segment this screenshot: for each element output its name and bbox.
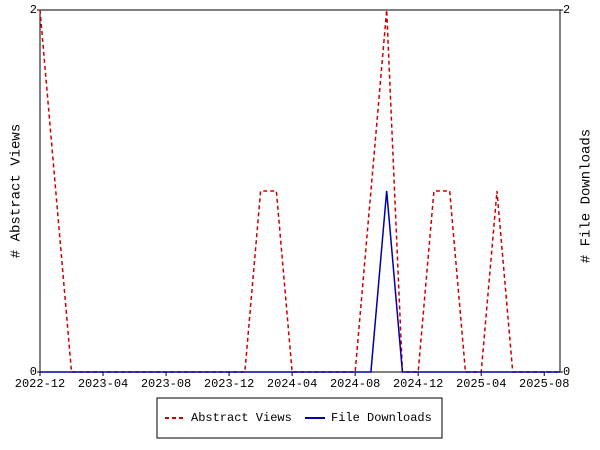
x-tick-label: 2025-08 [519, 377, 569, 391]
legend-box [156, 397, 443, 439]
y-tick-label: 0 [30, 365, 37, 379]
x-tick-label: 2023-12 [204, 377, 254, 391]
y-axis-label: # Abstract Views [9, 124, 25, 258]
y-tick-label: 2 [30, 3, 37, 17]
x-tick-label: 2022-12 [15, 377, 65, 391]
y2-axis-label: # File Downloads [579, 129, 595, 263]
x-tick-label: 2024-08 [330, 377, 380, 391]
x-tick-label: 2024-04 [267, 377, 317, 391]
y2-tick-label: 0 [563, 365, 570, 379]
legend-label: Abstract Views [191, 411, 292, 425]
x-tick-label: 2025-04 [456, 377, 506, 391]
series-line [40, 190, 560, 373]
plot-frame [39, 9, 561, 373]
x-tick-label: 2023-04 [78, 377, 128, 391]
series-line [39, 9, 560, 373]
x-tick-label: 2024-12 [393, 377, 443, 391]
y2-tick-label: 2 [563, 3, 570, 17]
x-tick-label: 2023-08 [141, 377, 191, 391]
legend-label: File Downloads [331, 411, 432, 425]
